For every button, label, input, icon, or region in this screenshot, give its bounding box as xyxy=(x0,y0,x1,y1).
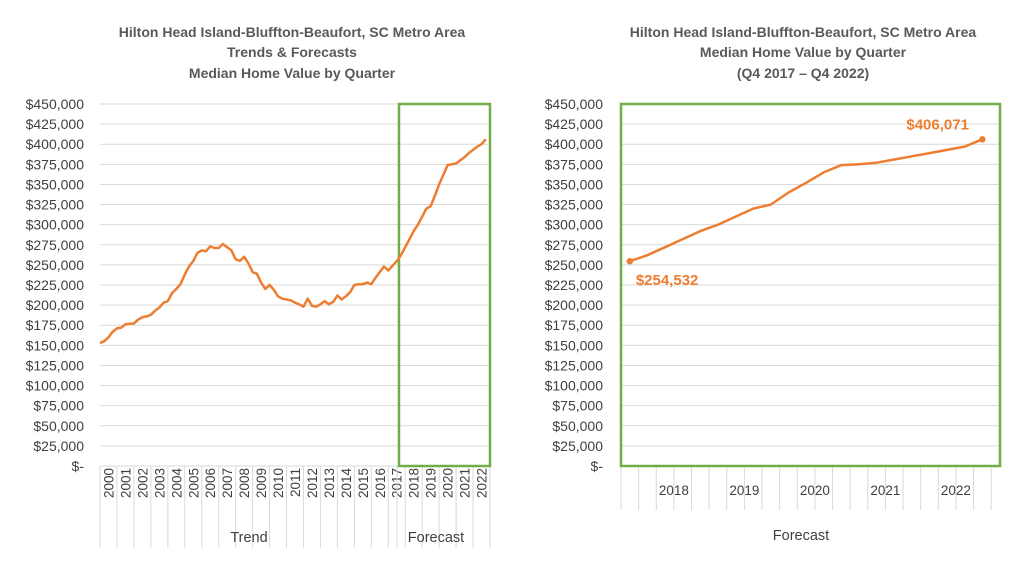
trend-x-tick-label: 2001 xyxy=(118,468,133,498)
trend-x-tick-label: 2020 xyxy=(441,468,456,498)
forecast-annotated-point xyxy=(979,136,986,143)
trend-x-tick-label: 2010 xyxy=(271,468,286,498)
trend-chart-y-axis: $- $25,000 $50,000 $75,000 $100,000 $125,000 $… xyxy=(26,96,85,474)
forecast-y-tick-label: $400,000 xyxy=(545,136,604,152)
trend-y-tick-label: $175,000 xyxy=(26,317,85,333)
trend-x-tick-label: 2022 xyxy=(475,468,490,498)
forecast-chart-x-axis: 2018 2019 2020 2021 2022 xyxy=(620,466,992,510)
trend-x-tick-label: 2018 xyxy=(407,468,422,498)
trend-x-tick-label: 2006 xyxy=(203,468,218,498)
forecast-y-tick-label: $200,000 xyxy=(545,297,604,313)
trend-y-tick-label: $300,000 xyxy=(26,217,85,233)
forecast-chart-annotations: $254,532 $406,071 xyxy=(626,116,986,289)
forecast-y-tick-label: $300,000 xyxy=(545,217,604,233)
forecast-y-tick-label: $375,000 xyxy=(545,156,604,172)
trend-x-tick-label: 2009 xyxy=(254,468,269,498)
trend-x-tick-label: 2003 xyxy=(152,468,167,498)
forecast-chart-group-label: Forecast xyxy=(773,528,829,544)
forecast-y-tick-label: $425,000 xyxy=(545,116,604,132)
forecast-x-tick-label: 2018 xyxy=(659,483,689,498)
trend-x-tick-label: 2007 xyxy=(220,468,235,498)
forecast-chart-title-line-2: Median Home Value by Quarter xyxy=(700,44,907,60)
forecast-group-label: Forecast xyxy=(408,530,464,546)
trend-x-tick-label: 2021 xyxy=(458,468,473,498)
forecast-highlight-box xyxy=(397,102,492,468)
trend-chart-gridlines xyxy=(100,103,490,467)
forecast-y-tick-label: $250,000 xyxy=(545,257,604,273)
forecast-y-tick-label: $275,000 xyxy=(545,237,604,253)
forecast-data-label: $406,071 xyxy=(906,116,969,133)
trend-y-tick-label: $150,000 xyxy=(26,337,85,353)
forecast-y-tick-label: $325,000 xyxy=(545,197,604,213)
trend-chart-title-line-1: Hilton Head Island-Bluffton-Beaufort, SC… xyxy=(119,24,466,40)
forecast-y-tick-label: $50,000 xyxy=(552,418,603,434)
forecast-y-tick-label: $150,000 xyxy=(545,337,604,353)
forecast-x-tick-label: 2022 xyxy=(941,483,971,498)
trend-x-tick-label: 2014 xyxy=(339,468,354,499)
forecast-y-tick-label: $75,000 xyxy=(552,398,603,414)
trend-x-tick-label: 2015 xyxy=(356,468,371,498)
trend-x-tick-label: 2019 xyxy=(424,468,439,498)
trend-chart-title-line-2: Trends & Forecasts xyxy=(227,44,357,60)
forecast-y-tick-label: $25,000 xyxy=(552,438,603,454)
trend-y-tick-label: $400,000 xyxy=(26,136,85,152)
trend-x-tick-label: 2012 xyxy=(305,468,320,498)
forecast-y-tick-label: $175,000 xyxy=(545,317,604,333)
forecast-series-line xyxy=(629,138,983,263)
trend-y-tick-label: $50,000 xyxy=(33,418,84,434)
trend-x-tick-label: 2016 xyxy=(373,468,388,498)
trend-y-tick-label: $425,000 xyxy=(26,116,85,132)
trend-y-tick-label: $250,000 xyxy=(26,257,85,273)
forecast-y-tick-label: $125,000 xyxy=(545,357,604,373)
forecast-y-tick-label: $350,000 xyxy=(545,176,604,192)
forecast-y-tick-label: $450,000 xyxy=(545,96,604,112)
forecast-y-tick-label: $- xyxy=(591,458,604,474)
trend-group-label: Trend xyxy=(230,530,267,546)
forecast-chart-plot-border xyxy=(619,102,1002,468)
trend-y-tick-label: $- xyxy=(72,458,85,474)
trend-y-tick-label: $75,000 xyxy=(33,398,84,414)
trend-y-tick-label: $100,000 xyxy=(26,378,85,394)
trend-y-tick-label: $450,000 xyxy=(26,96,85,112)
forecast-y-tick-label: $100,000 xyxy=(545,378,604,394)
trend-x-tick-label: 2011 xyxy=(288,468,303,497)
forecast-chart: Hilton Head Island-Bluffton-Beaufort, SC… xyxy=(545,24,1002,544)
trend-x-tick-label: 2004 xyxy=(169,468,184,499)
forecast-data-label: $254,532 xyxy=(636,272,699,289)
forecast-chart-title-line-3: (Q4 2017 – Q4 2022) xyxy=(737,65,869,81)
trend-chart-x-axis: 2000 2001 2002 2003 2004 2005 2006 2007 2008 2009… xyxy=(99,466,491,548)
trend-y-tick-label: $25,000 xyxy=(33,438,84,454)
trend-y-tick-label: $325,000 xyxy=(26,197,85,213)
trend-series-line xyxy=(99,138,487,345)
trend-x-tick-label: 2013 xyxy=(322,468,337,498)
trend-x-tick-label: 2005 xyxy=(186,468,201,498)
forecast-chart-gridlines xyxy=(621,103,1000,467)
forecast-chart-title-line-1: Hilton Head Island-Bluffton-Beaufort, SC… xyxy=(630,24,977,40)
forecast-annotated-point xyxy=(626,258,634,265)
forecast-chart-y-axis: $- $25,000 $50,000 $75,000 $100,000 $125,000 $… xyxy=(545,96,604,474)
trend-y-tick-label: $350,000 xyxy=(26,176,85,192)
trend-y-tick-label: $375,000 xyxy=(26,156,85,172)
trend-y-tick-label: $125,000 xyxy=(26,357,85,373)
forecast-x-tick-label: 2021 xyxy=(870,483,900,498)
trend-x-tick-label: 2008 xyxy=(237,468,252,498)
trend-x-tick-label: 2002 xyxy=(135,468,150,498)
forecast-x-tick-label: 2019 xyxy=(729,483,759,498)
trend-chart-x-groups: Trend Forecast xyxy=(99,466,491,548)
forecast-y-tick-label: $225,000 xyxy=(545,277,604,293)
forecast-x-tick-label: 2020 xyxy=(800,483,830,498)
trend-chart-title-line-3: Median Home Value by Quarter xyxy=(189,65,396,81)
trend-x-tick-label: 2000 xyxy=(101,468,116,498)
trend-y-tick-label: $200,000 xyxy=(26,297,85,313)
trend-chart: Hilton Head Island-Bluffton-Beaufort, SC… xyxy=(26,24,492,548)
trend-y-tick-label: $225,000 xyxy=(26,277,85,293)
trend-y-tick-label: $275,000 xyxy=(26,237,85,253)
